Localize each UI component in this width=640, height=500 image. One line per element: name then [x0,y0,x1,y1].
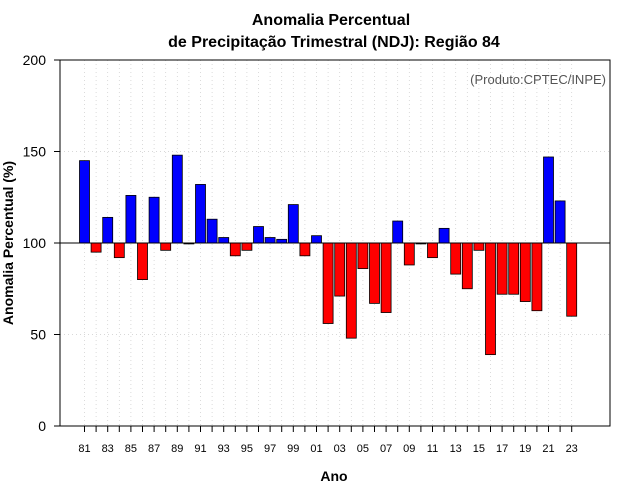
bar-88 [160,242,172,251]
x-tick-label: 19 [519,443,531,455]
x-tick-label: 05 [357,443,369,455]
bar-06 [369,242,380,304]
chart-title: Anomalia Percentual [252,12,410,29]
y-tick-label: 150 [23,144,47,160]
bar-99 [287,204,299,244]
x-tick-label: 17 [496,443,508,455]
bar-07 [380,242,392,313]
bar-21 [543,156,554,244]
bar-92 [206,218,218,244]
x-tick-label: 87 [148,443,160,455]
bar-13 [450,242,462,275]
x-tick-label: 93 [218,443,230,455]
bar-85 [125,195,137,244]
bar-97 [264,237,276,244]
bar-20 [531,242,543,312]
bar-03 [334,242,346,297]
y-tick-label: 50 [30,327,46,343]
y-tick-label: 0 [38,418,46,434]
bar-00 [299,242,311,257]
bar-14 [461,242,473,290]
bar-93 [218,237,230,244]
bar-12 [438,227,450,244]
bar-19 [519,242,531,302]
x-tick-label: 91 [194,443,206,455]
y-axis-title: Anomalia Percentual (%) [0,161,16,325]
x-tick-label: 13 [450,443,462,455]
y-axis: 0 50 100 150 200 [23,52,60,434]
x-tick-label: 15 [473,443,485,455]
bar-98 [276,238,288,244]
bar-04 [345,242,357,339]
bar-01 [311,235,322,244]
bar-89 [171,154,183,244]
x-tick-label: 03 [334,443,346,455]
bar-09 [403,242,415,266]
bar-96 [253,226,264,244]
bar-95 [241,242,253,251]
x-tick-label: 95 [241,443,253,455]
bar-17 [496,242,508,295]
bar-94 [229,242,241,257]
bar-08 [392,220,404,244]
x-tick-label: 21 [542,443,554,455]
x-tick-label: 99 [287,443,299,455]
x-tick-label: 81 [78,443,90,455]
bar-02 [322,242,334,324]
x-tick-label: 11 [427,443,438,455]
bar-18 [508,242,520,295]
bar-84 [113,242,125,259]
x-tick-label: 07 [380,443,392,455]
grid-lines [60,59,610,427]
y-tick-label: 100 [23,235,47,251]
x-tick-label: 85 [125,443,137,455]
x-tick-label: 23 [566,443,578,455]
bar-16 [485,242,496,356]
bar-91 [195,184,206,244]
chart-subtitle: de Precipitação Trimestral (NDJ): Região… [168,34,500,51]
bar-82 [90,242,102,253]
bar-22 [554,200,566,244]
bar-86 [137,242,148,280]
x-tick-label: 01 [310,443,322,455]
x-tick-label: 89 [171,443,183,455]
credit-text: (Produto:CPTEC/INPE) [470,72,606,87]
bar-05 [357,242,369,270]
x-tick-label: 09 [403,443,415,455]
x-tick-label: 83 [102,443,114,455]
x-tick-label: 97 [264,443,276,455]
bar-11 [427,242,438,259]
bar-23 [566,242,578,317]
bar-83 [102,216,114,244]
x-axis: 81 83 85 87 89 91 93 95 97 99 01 03 05 07 09 11 13 15 17 19… [78,426,578,455]
bar-series [79,154,578,356]
bar-15 [473,242,485,251]
y-tick-label: 200 [23,52,47,68]
bar-81 [79,160,90,244]
x-axis-title: Ano [320,468,347,484]
bar-87 [148,196,160,244]
